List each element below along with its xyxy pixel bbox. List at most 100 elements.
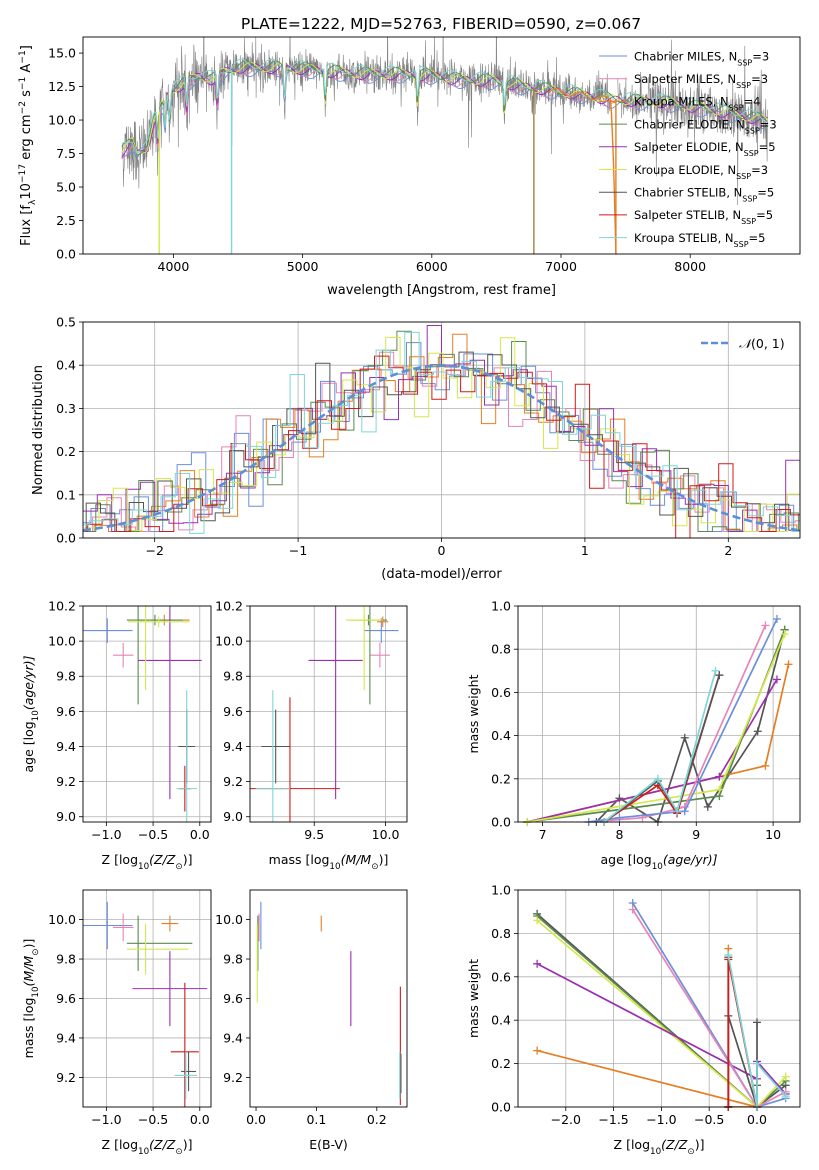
- massweight_vs_age-frame: [517, 605, 801, 823]
- y-tick-label: 9.4: [223, 739, 243, 754]
- y-tick-label: 0.3: [56, 401, 76, 416]
- y-tick-label: 9.8: [223, 669, 243, 684]
- x-tick-label: 10.0: [372, 827, 400, 842]
- mass-weight-marker: [781, 1072, 790, 1081]
- legend-label: Chabrier STELIB, NSSP=5: [634, 186, 774, 204]
- x-tick-label: 4000: [158, 259, 190, 274]
- spectrum-axes: 4000 5000 6000 7000 8000 0.0 2.5 5.0 7.5 10.0 12.5…: [48, 46, 706, 274]
- mass-weight-line: [536, 913, 787, 1107]
- error-bar-point: [181, 1051, 197, 1092]
- x-tick-label: 0.1: [306, 1112, 326, 1127]
- legend-label: Salpeter STELIB, NSSP=5: [634, 208, 773, 226]
- y-tick-label: 10.2: [215, 599, 243, 614]
- x-tick-label: −0.5: [138, 1112, 168, 1127]
- y-tick-label: 2.5: [56, 213, 76, 228]
- x-tick-label: 0.0: [190, 827, 210, 842]
- y-tick-label: 10.0: [215, 912, 243, 927]
- legend-label: Kroupa ELODIE, NSSP=3: [634, 163, 768, 181]
- y-tick-label: 9.6: [223, 991, 243, 1006]
- x-tick-label: −2: [145, 543, 163, 558]
- y-axis-label: age [log10(age/yr)]: [21, 655, 41, 772]
- spectrum-model-line: [121, 60, 769, 156]
- y-tick-label: 9.2: [56, 1070, 76, 1085]
- mass-weight-marker: [533, 959, 542, 968]
- x-axis-label: Z [log10(Z/Z⊙)]: [102, 852, 193, 872]
- age_vs_mass-frame: [249, 605, 408, 823]
- massweight_vs_Z-frame: [517, 889, 801, 1108]
- mass-weight-line: [536, 948, 758, 1107]
- mass-weight-marker: [703, 802, 712, 811]
- mass-weight-marker: [715, 772, 724, 781]
- spectrum-frame: [82, 36, 801, 255]
- y-tick-label: 1.0: [491, 883, 511, 898]
- error-bar-point: [308, 606, 363, 800]
- y-tick-label: 5.0: [56, 180, 76, 195]
- mass-weight-marker: [784, 660, 793, 669]
- histogram-series: [83, 351, 800, 532]
- x-tick-label: −0.5: [694, 1112, 724, 1127]
- error-bar-point: [83, 618, 133, 643]
- mass-weight-marker: [680, 733, 689, 742]
- legend-label: Salpeter ELODIE, NSSP=5: [634, 140, 776, 158]
- y-tick-label: 7.5: [56, 146, 76, 161]
- y-tick-label: 12.5: [48, 79, 76, 94]
- histogram-series: [83, 342, 800, 532]
- mass-weight-marker: [724, 951, 733, 960]
- y-tick-label: 0.8: [491, 926, 511, 941]
- y-tick-label: 0.0: [56, 247, 76, 262]
- mass-weight-marker: [715, 785, 724, 794]
- mass-weight-marker: [653, 774, 662, 783]
- mass-weight-line: [727, 954, 787, 1107]
- x-tick-label: 6000: [416, 259, 448, 274]
- age_vs_mass-axes: 9.5 10.0 9.0 9.2 9.4 9.6 9.8 10.0 10.2: [215, 599, 407, 842]
- age_vs_Z-axes: −1.0 −0.5 0.0 9.0 9.2 9.4 9.6 9.8 10.0 10.2: [48, 599, 211, 842]
- y-tick-label: 9.2: [223, 1070, 243, 1085]
- histogram-series: [83, 325, 800, 532]
- x-tick-label: 0.0: [190, 1112, 210, 1127]
- error-bar-point: [83, 901, 133, 950]
- x-tick-label: −2.0: [551, 1112, 581, 1127]
- y-tick-label: 0.0: [56, 531, 76, 546]
- y-tick-label: 0.5: [56, 315, 76, 330]
- y-tick-label: 0.1: [56, 487, 76, 502]
- x-axis-label: age [log10(age/yr)]: [600, 852, 717, 872]
- mass_vs_Z-frame: [82, 889, 212, 1108]
- y-tick-label: 0.6: [491, 969, 511, 984]
- error-bar-point: [176, 690, 197, 822]
- y-axis-label: Flux [fλ10−17 erg cm−2 s−1 A−1]: [18, 45, 38, 246]
- error-bar-point: [138, 606, 202, 800]
- y-tick-label: 0.4: [491, 1013, 511, 1028]
- y-tick-label: 9.8: [56, 669, 76, 684]
- y-tick-label: 1.0: [491, 599, 511, 614]
- legend-label: 𝒩(0, 1): [739, 336, 785, 351]
- y-tick-label: 9.6: [56, 991, 76, 1006]
- spectrum-model-line: [121, 58, 768, 155]
- y-tick-label: 0.2: [491, 771, 511, 786]
- legend-label: Chabrier MILES, NSSP=3: [634, 49, 769, 67]
- y-tick-label: 10.0: [48, 113, 76, 128]
- spectrum-model-line: [547, 87, 616, 104]
- x-tick-label: 8: [615, 827, 623, 842]
- y-tick-label: 0.6: [491, 685, 511, 700]
- mass-weight-marker: [761, 761, 770, 770]
- x-tick-label: 1: [581, 543, 589, 558]
- mass-weight-marker: [711, 666, 720, 675]
- y-tick-label: 9.2: [223, 774, 243, 789]
- spectrum-model-line: [121, 63, 768, 158]
- mass-weight-marker: [781, 1092, 790, 1101]
- x-tick-label: −1.5: [598, 1112, 628, 1127]
- mass-weight-marker: [715, 671, 724, 680]
- y-tick-label: 9.0: [223, 809, 243, 824]
- y-tick-label: 9.6: [223, 704, 243, 719]
- x-axis-label: mass [log10(M/M⊙)]: [269, 852, 389, 872]
- error-bar-point: [126, 614, 183, 626]
- mass-weight-marker: [752, 1059, 761, 1068]
- mass-weight-marker: [533, 916, 542, 925]
- mass-weight-marker: [772, 675, 781, 684]
- histogram-series: [83, 355, 800, 538]
- y-tick-label: 0.0: [491, 815, 511, 830]
- y-tick-label: 10.0: [48, 912, 76, 927]
- x-tick-label: 0: [438, 543, 446, 558]
- y-tick-label: 9.6: [56, 704, 76, 719]
- y-axis-label: Normed distribution: [31, 365, 46, 495]
